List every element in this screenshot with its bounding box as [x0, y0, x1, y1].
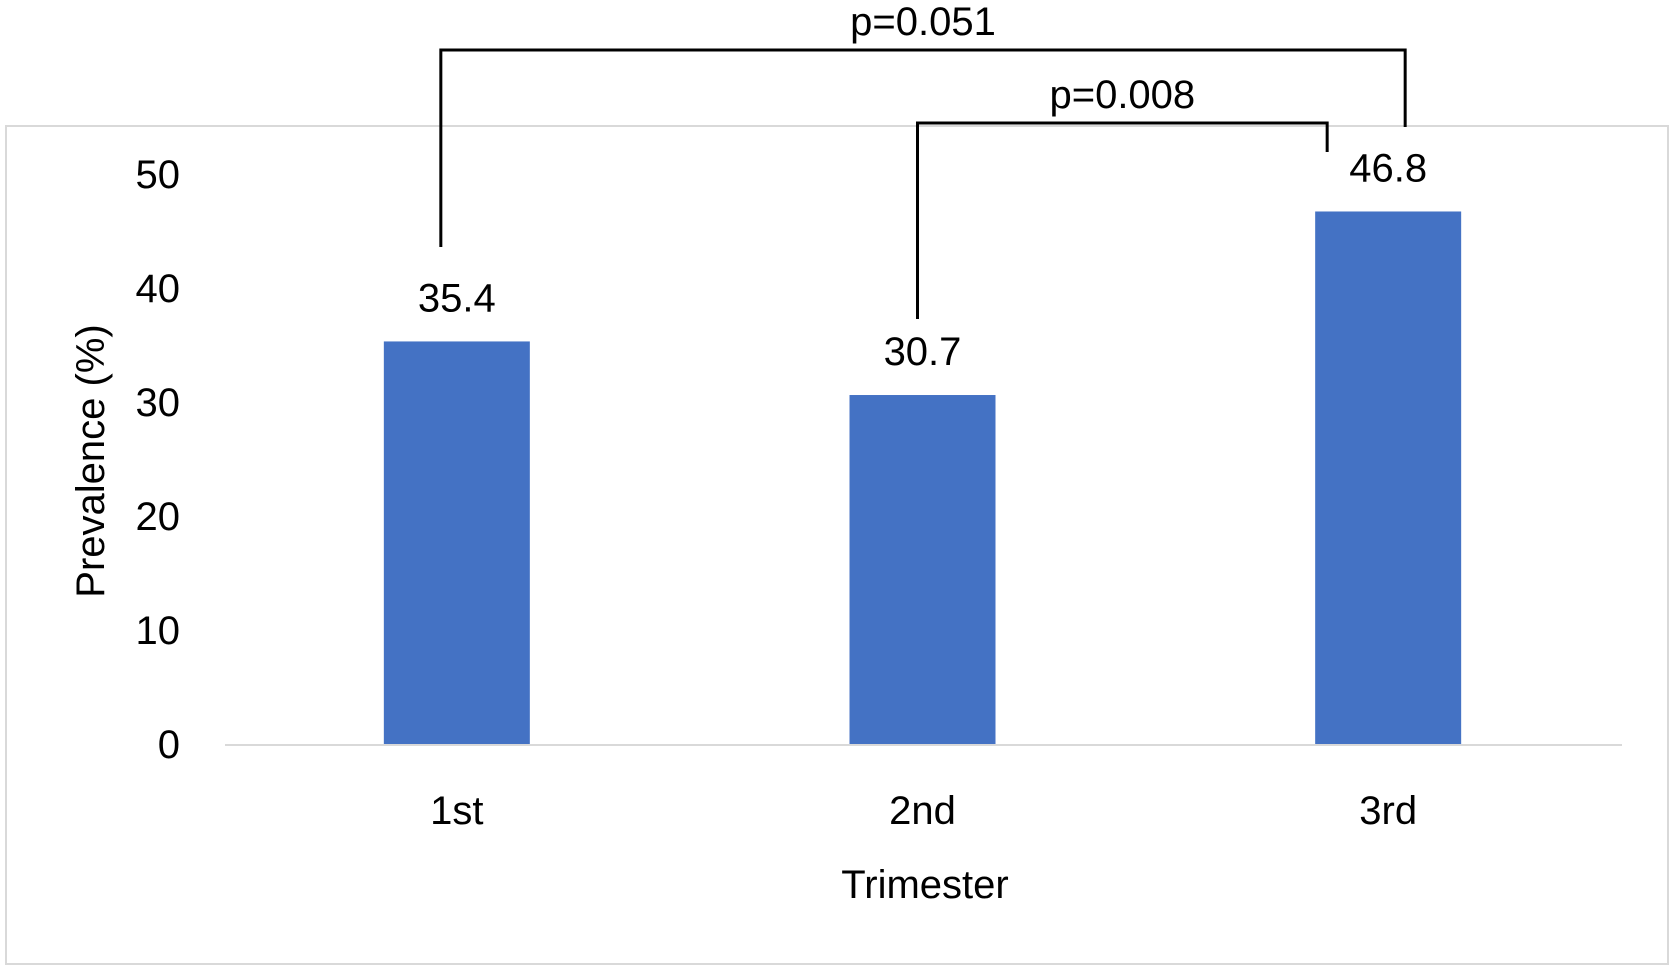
bar-3rd: [1315, 211, 1462, 746]
y-tick-label: 20: [136, 495, 181, 539]
significance-bracket: [916, 121, 1329, 319]
significance-bracket: [439, 48, 1407, 247]
p-value-label: p=0.008: [1049, 73, 1195, 117]
x-axis-ticks: 1st 2nd 3rd: [430, 789, 1417, 833]
bars: [383, 211, 1462, 746]
y-tick-label: 40: [136, 267, 181, 311]
data-label: 35.4: [418, 276, 496, 320]
y-axis-ticks: 0 10 20 30 40 50: [136, 153, 181, 767]
p-value-label: p=0.051: [850, 0, 996, 44]
data-label: 46.8: [1349, 146, 1427, 190]
y-tick-label: 0: [158, 723, 180, 767]
x-tick-label: 3rd: [1359, 789, 1417, 833]
data-label: 30.7: [884, 330, 962, 374]
x-tick-label: 2nd: [889, 789, 956, 833]
significance-brackets: p=0.051 p=0.008: [439, 0, 1407, 319]
data-labels: 35.4 30.7 46.8: [418, 146, 1427, 374]
bar-1st: [383, 341, 530, 745]
y-axis-title: Prevalence (%): [69, 324, 113, 597]
y-tick-label: 50: [136, 153, 181, 197]
x-axis-title: Trimester: [841, 863, 1008, 907]
bar-2nd: [849, 395, 996, 745]
x-tick-label: 1st: [430, 789, 483, 833]
y-tick-label: 30: [136, 381, 181, 425]
y-tick-label: 10: [136, 609, 181, 653]
